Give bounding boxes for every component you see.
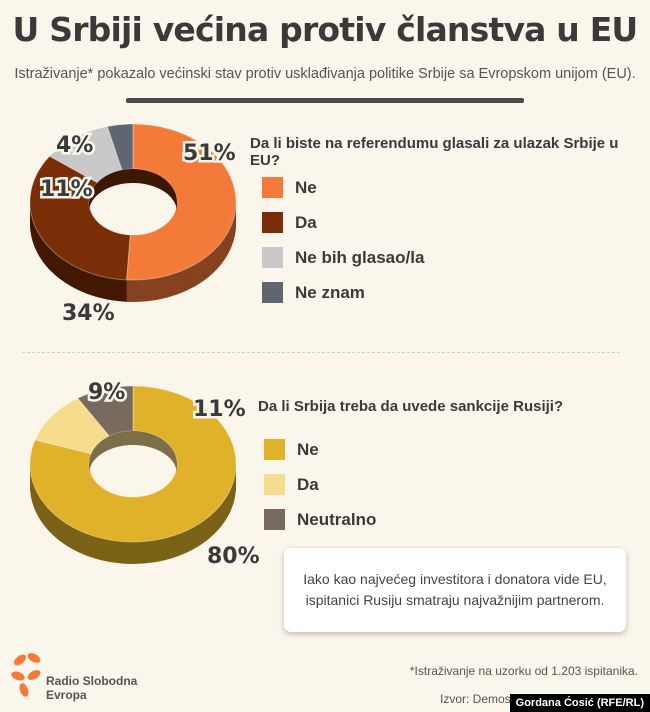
- page-title: U Srbiji većina protiv članstva u EU: [12, 10, 639, 49]
- note-box: Iako kao najvećeg investitora i donatora…: [284, 548, 626, 632]
- legend-label: Ne znam: [295, 282, 365, 302]
- legend-swatch: [262, 247, 283, 268]
- logo-line1: Radio Slobodna: [46, 674, 138, 688]
- footnote: *Istraživanje na uzorku od 1.203 ispitan…: [409, 664, 638, 678]
- legend-swatch: [262, 177, 283, 198]
- credit-badge: Gordana Ćosić (RFE/RL): [509, 694, 650, 712]
- chart-eu-legend: Ne Da Ne bih glasao/la Ne znam: [262, 170, 424, 310]
- legend-swatch: [262, 282, 283, 303]
- logo-line2: Evropa: [46, 688, 87, 702]
- legend-label: Neutralno: [297, 509, 377, 529]
- chart-sanctions-legend: Ne Da Neutralno: [264, 432, 376, 537]
- chart-eu-question: Da li biste na referendumu glasali za ul…: [250, 135, 619, 169]
- donut-inner-wall-sanctions: [89, 431, 177, 474]
- legend-swatch: [264, 509, 285, 530]
- legend-item: Ne: [264, 432, 376, 467]
- legend-label: Ne: [297, 439, 319, 459]
- donut-chart-eu: 51% 34% 11% 4%: [29, 123, 238, 329]
- legend-swatch: [264, 474, 285, 495]
- legend-item: Da: [262, 205, 424, 240]
- donut-inner-wall-eu: [89, 169, 177, 212]
- data-label-sanctions-1: 11%: [193, 397, 246, 422]
- legend-item: Neutralno: [264, 502, 376, 537]
- page-subtitle: Istraživanje* pokazalo većinski stav pro…: [14, 66, 636, 82]
- data-label-eu-2: 11%: [40, 177, 93, 202]
- donut-chart-sanctions: 80% 11% 9%: [29, 378, 262, 572]
- legend-swatch: [264, 439, 285, 460]
- data-label-eu-3: 4%: [56, 133, 93, 158]
- section-divider: [22, 352, 620, 353]
- legend-label: Da: [295, 212, 317, 232]
- legend-label: Da: [297, 474, 319, 494]
- legend-item: Da: [264, 467, 376, 502]
- legend-item: Ne znam: [262, 275, 424, 310]
- legend-item: Ne: [262, 170, 424, 205]
- data-label-eu-1: 34%: [62, 301, 115, 326]
- rfe-logo-icon: [11, 653, 41, 697]
- logo-text: Radio Slobodna Evropa: [46, 674, 137, 702]
- legend-label: Ne bih glasao/la: [295, 247, 425, 267]
- chart-sanctions-question: Da li Srbija treba da uvede sankcije Rus…: [258, 398, 564, 415]
- legend-swatch: [262, 212, 283, 233]
- title-rule: [126, 98, 524, 103]
- data-label-sanctions-2: 9%: [88, 380, 125, 405]
- data-label-sanctions-0: 80%: [207, 544, 260, 569]
- legend-item: Ne bih glasao/la: [262, 240, 424, 275]
- data-label-eu-0: 51%: [183, 141, 236, 166]
- legend-label: Ne: [295, 177, 317, 197]
